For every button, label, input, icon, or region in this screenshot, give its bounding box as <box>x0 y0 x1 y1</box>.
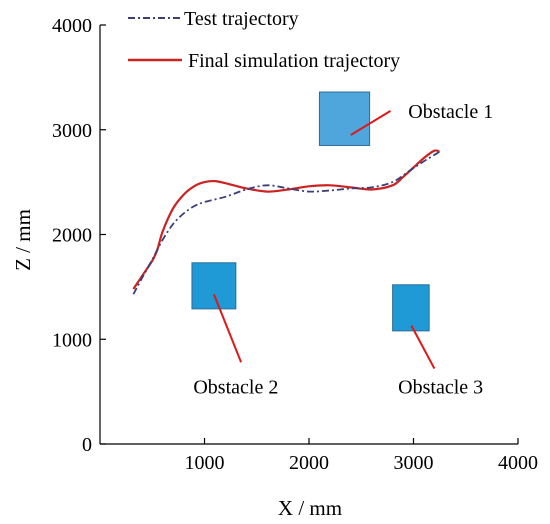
y-axis-label: Z / mm <box>11 209 35 271</box>
obstacle-3-leader <box>410 325 436 370</box>
series-line-simulation <box>132 149 440 290</box>
legend: Test trajectory Final simulation traject… <box>128 8 400 72</box>
axes: 0 1000 2000 3000 4000 1000 2000 3000 4000 <box>52 15 538 474</box>
series-line-test <box>132 150 441 295</box>
y-tick-label-0: 0 <box>82 434 92 456</box>
annotation-obstacle-2: Obstacle 2 <box>193 376 278 398</box>
obstacle-1 <box>318 91 371 146</box>
x-tick-label-4000: 4000 <box>498 452 538 474</box>
y-tick-label-1000: 1000 <box>52 329 92 351</box>
plot-layer: Obstacle 1 Obstacle 2 Obstacle 3 <box>132 91 493 398</box>
x-axis-label: X / mm <box>278 496 342 520</box>
x-tick-label-1000: 1000 <box>185 452 225 474</box>
legend-label-test: Test trajectory <box>184 8 299 30</box>
y-tick-label-4000: 4000 <box>52 15 92 37</box>
obstacle-1-leader <box>350 110 392 136</box>
x-tick-label-2000: 2000 <box>289 452 329 474</box>
legend-label-simulation: Final simulation trajectory <box>188 50 400 72</box>
obstacle-2 <box>191 262 237 310</box>
annotation-obstacle-1: Obstacle 1 <box>408 101 493 123</box>
obstacle-2-leader <box>212 293 243 363</box>
y-tick-label-3000: 3000 <box>52 120 92 142</box>
y-tick-label-2000: 2000 <box>52 225 92 247</box>
x-tick-label-3000: 3000 <box>394 452 434 474</box>
obstacle-3 <box>392 284 430 332</box>
annotation-obstacle-3: Obstacle 3 <box>398 376 483 398</box>
